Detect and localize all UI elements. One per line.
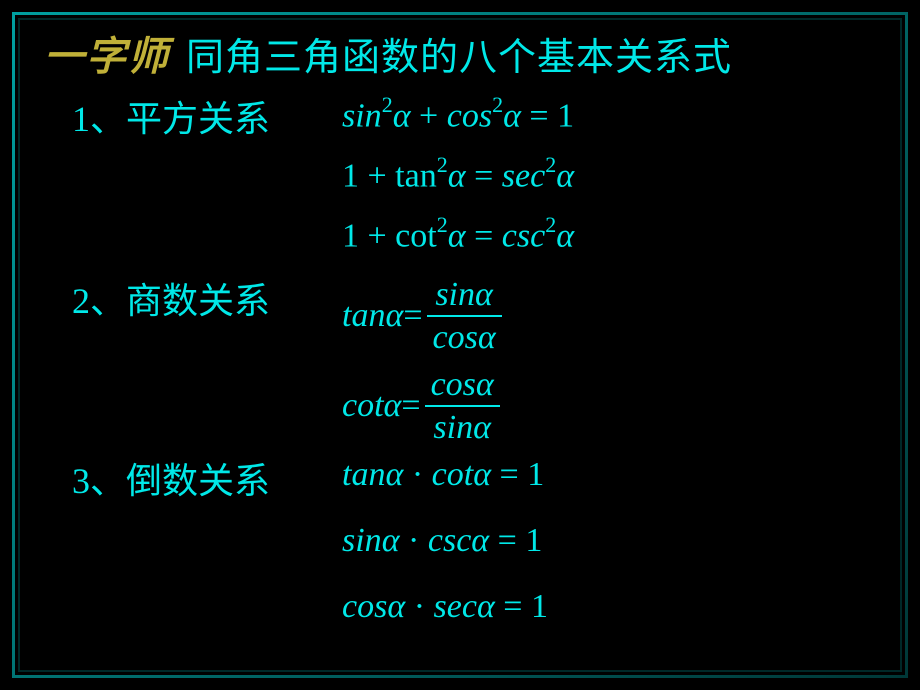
eq4-den-fn: cos bbox=[433, 319, 478, 356]
eq7-sin: sin bbox=[342, 522, 382, 559]
eq4-tan: tan bbox=[342, 297, 385, 335]
eq8-sec: sec bbox=[434, 588, 477, 625]
equation-3: 1 + cot2α = csc2α bbox=[342, 214, 574, 255]
eq5-fraction: cosα sinα bbox=[425, 364, 500, 449]
eq6-tan: tan bbox=[342, 456, 385, 493]
eq7-var1: α bbox=[382, 522, 400, 559]
section-2-label: 2、商数关系 bbox=[72, 272, 270, 324]
eq3-rhs: csc bbox=[502, 217, 545, 254]
eq5-num: cosα bbox=[425, 364, 500, 405]
equation-4: tanα = sinα cosα bbox=[342, 274, 506, 359]
eq4-den-var: α bbox=[478, 319, 496, 356]
slide-content: 一字师 同角三角函数的八个基本关系式 1、平方关系 2、商数关系 3、倒数关系 … bbox=[24, 24, 896, 666]
eq8-var2: α bbox=[477, 588, 495, 625]
section-1-label: 1、平方关系 bbox=[72, 90, 270, 142]
eq8-rhs: 1 bbox=[531, 588, 548, 625]
eq3-var1: α bbox=[448, 217, 466, 254]
eq5-cot: cot bbox=[342, 387, 384, 425]
eq3-lhs: 1 + cot bbox=[342, 217, 437, 254]
eq7-csc: csc bbox=[428, 522, 471, 559]
eq6-rhs: 1 bbox=[527, 456, 544, 493]
eq4-fraction: sinα cosα bbox=[427, 274, 502, 359]
eq4-den: cosα bbox=[427, 317, 502, 358]
eq5-eq: = bbox=[401, 387, 420, 425]
slide-title: 同角三角函数的八个基本关系式 bbox=[186, 26, 732, 81]
eq3-var2: α bbox=[556, 217, 574, 254]
eq1-rhs: 1 bbox=[557, 97, 574, 134]
eq5-den-fn: sin bbox=[433, 409, 473, 446]
eq4-var: α bbox=[385, 297, 403, 335]
eq4-eq: = bbox=[403, 297, 422, 335]
equation-2: 1 + tan2α = sec2α bbox=[342, 154, 574, 195]
eq2-eq: = bbox=[466, 157, 502, 194]
eq5-den-var: α bbox=[473, 409, 491, 446]
eq6-dot: · bbox=[403, 456, 431, 493]
eq5-num-var: α bbox=[476, 366, 494, 403]
eq7-dot: · bbox=[400, 522, 428, 559]
eq1-var2: α bbox=[503, 97, 521, 134]
eq8-var1: α bbox=[387, 588, 405, 625]
eq2-var1: α bbox=[448, 157, 466, 194]
eq1-sup2: 2 bbox=[492, 92, 503, 117]
eq2-sup1: 2 bbox=[437, 152, 448, 177]
equation-8: cosα · secα = 1 bbox=[342, 588, 548, 626]
eq1-var1: α bbox=[393, 97, 411, 134]
eq6-cot: cot bbox=[432, 456, 474, 493]
eq3-sup1: 2 bbox=[437, 212, 448, 237]
eq3-eq: = bbox=[466, 217, 502, 254]
eq1-eq: = bbox=[521, 97, 557, 134]
eq6-eq: = bbox=[491, 456, 527, 493]
eq5-var: α bbox=[384, 387, 402, 425]
eq6-var1: α bbox=[385, 456, 403, 493]
eq7-eq: = bbox=[489, 522, 525, 559]
eq8-dot: · bbox=[405, 588, 433, 625]
eq3-sup2: 2 bbox=[545, 212, 556, 237]
eq1-plus: + bbox=[411, 97, 447, 134]
eq7-var2: α bbox=[471, 522, 489, 559]
eq4-num: sinα bbox=[429, 274, 499, 315]
eq8-cos: cos bbox=[342, 588, 387, 625]
eq2-lhs: 1 + tan bbox=[342, 157, 437, 194]
eq6-var2: α bbox=[473, 456, 491, 493]
eq4-num-var: α bbox=[475, 276, 493, 313]
eq5-lhs-wrap: cotα = bbox=[342, 387, 421, 425]
eq4-num-fn: sin bbox=[435, 276, 475, 313]
eq5-num-fn: cos bbox=[431, 366, 476, 403]
eq1-sin: sin bbox=[342, 97, 382, 134]
equation-6: tanα · cotα = 1 bbox=[342, 456, 544, 494]
section-3-label: 3、倒数关系 bbox=[72, 452, 270, 504]
eq5-den: sinα bbox=[427, 407, 497, 448]
eq8-eq: = bbox=[495, 588, 531, 625]
equation-1: sin2α + cos2α = 1 bbox=[342, 94, 574, 135]
eq1-cos: cos bbox=[447, 97, 492, 134]
equation-7: sinα · cscα = 1 bbox=[342, 522, 542, 560]
eq7-rhs: 1 bbox=[525, 522, 542, 559]
brand-label: 一字师 bbox=[44, 24, 170, 82]
eq2-rhs: sec bbox=[502, 157, 545, 194]
eq2-var2: α bbox=[556, 157, 574, 194]
eq2-sup2: 2 bbox=[545, 152, 556, 177]
eq4-lhs-wrap: tanα = bbox=[342, 297, 423, 335]
equation-5: cotα = cosα sinα bbox=[342, 364, 504, 449]
title-row: 一字师 同角三角函数的八个基本关系式 bbox=[44, 24, 896, 82]
eq1-sup1: 2 bbox=[382, 92, 393, 117]
